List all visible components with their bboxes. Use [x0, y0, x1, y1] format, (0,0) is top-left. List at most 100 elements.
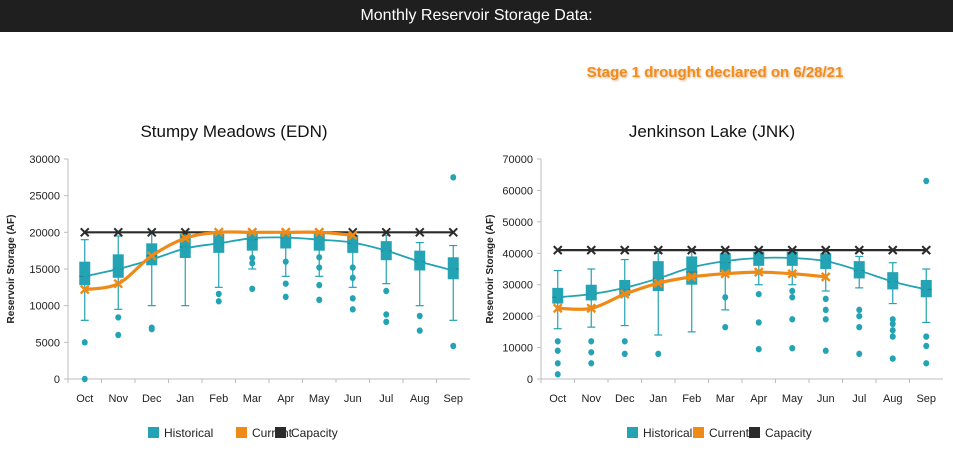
series-point-capacity: [888, 245, 898, 255]
box-iqr: [246, 233, 258, 251]
box-iqr: [79, 261, 91, 286]
historical-box-feb: [686, 249, 698, 333]
x-tick-label-mar: Mar: [243, 393, 262, 405]
historical-box-mar: [719, 249, 731, 331]
box-outlier-point: [416, 327, 423, 334]
series-point-historical: [889, 278, 897, 286]
box-outlier-point: [215, 290, 222, 298]
series-point-historical: [382, 247, 390, 255]
series-point-historical: [922, 285, 930, 293]
box-outlier-point: [349, 306, 356, 313]
x-tick-label-feb: Feb: [209, 393, 228, 405]
box-outlier-point: [722, 294, 729, 301]
y-tick-label: 10000: [502, 343, 533, 355]
legend-label-historical: Historical: [643, 426, 692, 440]
box-outlier-point: [889, 316, 896, 323]
series-point-capacity: [653, 245, 663, 255]
box-outlier-point: [383, 311, 390, 318]
legend-item-historical: Historical: [148, 426, 213, 440]
series-point-historical: [215, 239, 223, 247]
box-outlier-point: [822, 316, 829, 323]
box-outlier-point: [856, 306, 863, 314]
series-point-current: [653, 278, 664, 288]
box-iqr: [585, 284, 597, 301]
historical-box-nov: [585, 268, 597, 367]
x-tick-label-jun: Jun: [344, 393, 362, 405]
series-point-historical: [822, 257, 830, 265]
x-tick-label-feb: Feb: [682, 393, 701, 405]
x-tick-label-jun: Jun: [817, 393, 835, 405]
box-outlier-point: [349, 264, 356, 271]
box-outlier-point: [923, 360, 930, 367]
historical-box-mar: [246, 231, 258, 292]
series-point-historical: [248, 234, 256, 242]
series-line-historical: [557, 256, 927, 299]
series-line-historical: [84, 236, 454, 278]
box-outlier-point: [383, 287, 390, 295]
series-point-current: [113, 278, 124, 289]
series-point-current: [619, 289, 630, 299]
y-tick-label: 25000: [29, 191, 60, 203]
series-point-historical: [181, 244, 189, 253]
series-point-capacity: [415, 227, 425, 238]
box-outlier-point: [249, 285, 256, 292]
series-point-capacity: [720, 245, 730, 255]
box-outlier-point: [115, 331, 122, 339]
x-tick-label-may: May: [309, 393, 330, 405]
box-outlier-point: [889, 320, 896, 328]
series-point-current: [146, 250, 157, 261]
x-tick-label-mar: Mar: [716, 393, 735, 405]
box-outlier-point: [554, 371, 561, 378]
box-outlier-point: [282, 280, 289, 287]
historical-box-jun: [347, 231, 359, 313]
box-outlier-point: [856, 312, 863, 320]
series-point-historical: [755, 254, 763, 262]
x-tick-label-jan: Jan: [176, 393, 194, 405]
series-point-historical: [554, 293, 562, 301]
x-tick-label-apr: Apr: [750, 393, 767, 405]
box-outlier-point: [621, 350, 628, 358]
series-point-historical: [721, 257, 729, 265]
legend-swatch-current: [236, 427, 247, 438]
chart-svg-jenkinson-lake-jnk: Jenkinson Lake (JNK) Reservoir Storage (A…: [485, 122, 943, 440]
box-outlier-point: [822, 306, 829, 314]
series-point-current: [720, 268, 731, 279]
y-tick-label: 60000: [502, 185, 533, 197]
box-iqr: [347, 235, 359, 253]
legend-label-current: Current: [252, 426, 293, 440]
series-point-capacity: [854, 245, 864, 255]
series-point-capacity: [787, 245, 797, 255]
historical-box-dec: [619, 258, 631, 358]
legend-item-historical: Historical: [627, 426, 692, 440]
x-tick-label-sep: Sep: [443, 393, 463, 405]
series-point-historical: [855, 267, 863, 275]
box-outlier-point: [282, 293, 289, 301]
series-point-historical: [416, 258, 424, 266]
historical-box-aug: [887, 262, 899, 362]
y-tick-label: 30000: [29, 154, 60, 166]
box-outlier-point: [655, 350, 662, 358]
series-point-historical: [621, 284, 629, 292]
box-outlier-point: [822, 295, 829, 303]
x-tick-label-dec: Dec: [142, 393, 162, 405]
box-iqr: [686, 256, 698, 285]
series-point-current: [314, 227, 325, 238]
legend-item-current: Current: [693, 426, 750, 440]
legend-label-capacity: Capacity: [765, 426, 812, 440]
box-iqr: [179, 233, 191, 258]
series-point-historical: [81, 272, 89, 280]
x-tick-label-dec: Dec: [615, 393, 635, 405]
legend-label-current: Current: [709, 426, 750, 440]
page-header: Monthly Reservoir Storage Data:: [0, 0, 953, 32]
series-point-capacity: [381, 227, 391, 238]
chart-title: Jenkinson Lake (JNK): [629, 122, 795, 141]
series-point-capacity: [921, 245, 931, 255]
box-iqr: [313, 232, 325, 251]
header-title: Monthly Reservoir Storage Data:: [360, 7, 593, 24]
box-outlier-point: [316, 254, 323, 261]
legend-swatch-capacity: [275, 427, 286, 438]
historical-box-aug: [414, 242, 426, 334]
series-point-current: [247, 227, 258, 238]
box-outlier-point: [115, 314, 122, 321]
box-outlier-point: [554, 360, 561, 367]
